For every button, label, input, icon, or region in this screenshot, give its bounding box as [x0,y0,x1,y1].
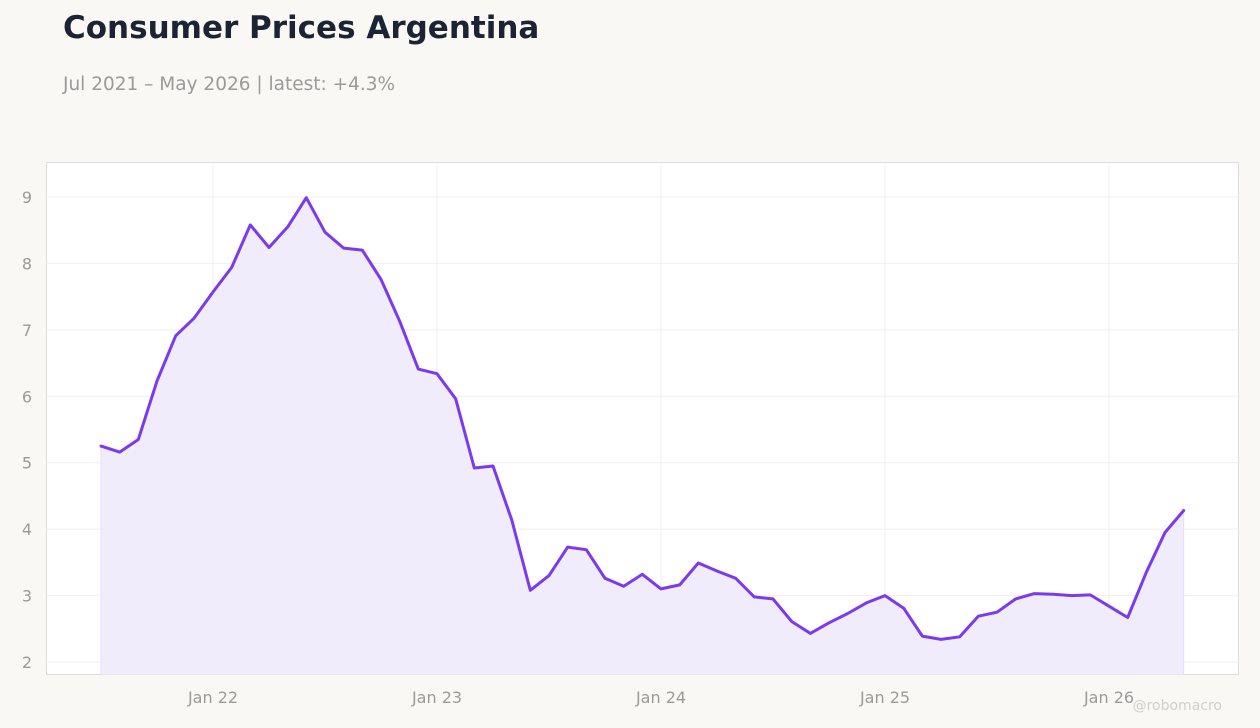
y-axis-ticks: 2 3 4 5 6 7 8 9 [22,188,32,672]
watermark: @robomacro [1133,698,1222,714]
y-tick-label: 3 [22,587,32,606]
area-layer [100,197,1185,675]
y-tick-label: 8 [22,254,32,273]
chart-subtitle: Jul 2021 – May 2026 | latest: +4.3% [63,74,396,95]
y-tick-label: 9 [22,188,32,207]
series-line [99,196,1186,641]
x-tick-label: Jan 26 [1083,688,1134,707]
x-tick-label: Jan 25 [859,688,910,707]
x-tick-label: Jan 22 [187,688,238,707]
x-axis-ticks: Jan 22 Jan 23 Jan 24 Jan 25 Jan 26 [187,688,1134,707]
series-area [101,197,1184,675]
chart-title: Consumer Prices Argentina [63,10,540,46]
x-tick-label: Jan 23 [411,688,462,707]
y-tick-label: 7 [22,321,32,340]
y-tick-label: 2 [22,653,32,672]
y-tick-label: 5 [22,454,32,473]
y-tick-label: 6 [22,387,32,406]
x-tick-label: Jan 24 [635,688,686,707]
line-layer [99,196,1186,641]
y-tick-label: 4 [22,520,32,539]
